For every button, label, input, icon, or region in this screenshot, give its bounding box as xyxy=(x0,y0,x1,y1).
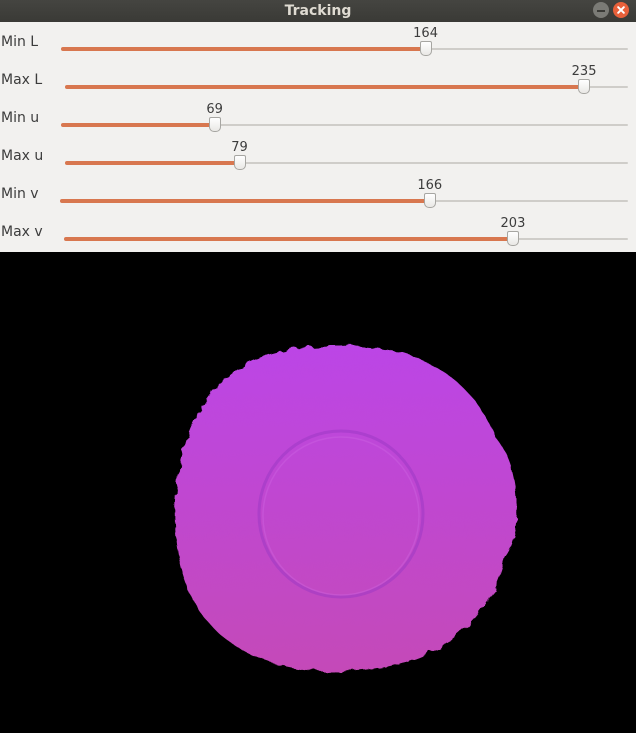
slider-fill xyxy=(61,47,426,51)
slider-thumb[interactable] xyxy=(208,117,221,132)
slider-thumb[interactable] xyxy=(423,193,436,208)
slider-row-min-u: Min u 69 xyxy=(0,98,636,136)
window-title: Tracking xyxy=(284,3,352,19)
slider-value: 69 xyxy=(206,102,223,117)
slider-value: 79 xyxy=(231,140,248,155)
slider-row-max-u: Max u 79 xyxy=(0,136,636,174)
slider-label: Min L xyxy=(1,34,39,50)
trackbar-panel: Min L 164 Max L 235 Min u 69 Max u xyxy=(0,22,636,252)
slider-min-v[interactable]: 166 xyxy=(60,178,628,208)
inner-ring-highlight xyxy=(262,436,420,596)
slider-fill xyxy=(60,199,430,203)
slider-max-l[interactable]: 235 xyxy=(65,64,628,94)
slider-fill xyxy=(61,123,215,127)
slider-min-u[interactable]: 69 xyxy=(61,102,628,132)
slider-track[interactable] xyxy=(65,162,628,164)
window-titlebar: Tracking xyxy=(0,0,636,22)
slider-thumb[interactable] xyxy=(578,79,591,94)
slider-min-l[interactable]: 164 xyxy=(61,26,628,56)
slider-label: Max v xyxy=(1,224,43,240)
slider-thumb[interactable] xyxy=(506,231,519,246)
slider-thumb[interactable] xyxy=(419,41,432,56)
slider-value: 203 xyxy=(500,216,526,231)
inner-ring xyxy=(257,429,425,599)
magenta-blob xyxy=(175,345,518,672)
slider-label: Max u xyxy=(1,148,44,164)
close-icon[interactable] xyxy=(613,2,629,18)
tracking-image xyxy=(0,252,636,729)
slider-row-max-v: Max v 203 xyxy=(0,212,636,250)
minimize-icon[interactable] xyxy=(593,2,609,18)
slider-value: 166 xyxy=(417,178,443,193)
slider-track[interactable] xyxy=(61,124,628,126)
slider-thumb[interactable] xyxy=(233,155,246,170)
slider-label: Max L xyxy=(1,72,43,88)
slider-label: Min v xyxy=(1,186,39,202)
mask-blob-image xyxy=(175,345,518,672)
slider-fill xyxy=(64,237,513,241)
slider-fill xyxy=(65,161,240,165)
slider-max-u[interactable]: 79 xyxy=(65,140,628,170)
slider-fill xyxy=(65,85,585,89)
slider-row-max-l: Max L 235 xyxy=(0,60,636,98)
slider-value: 235 xyxy=(571,64,597,79)
slider-label: Min u xyxy=(1,110,40,126)
slider-row-min-l: Min L 164 xyxy=(0,22,636,60)
slider-value: 164 xyxy=(413,26,438,41)
slider-row-min-v: Min v 166 xyxy=(0,174,636,212)
slider-max-v[interactable]: 203 xyxy=(64,216,628,246)
